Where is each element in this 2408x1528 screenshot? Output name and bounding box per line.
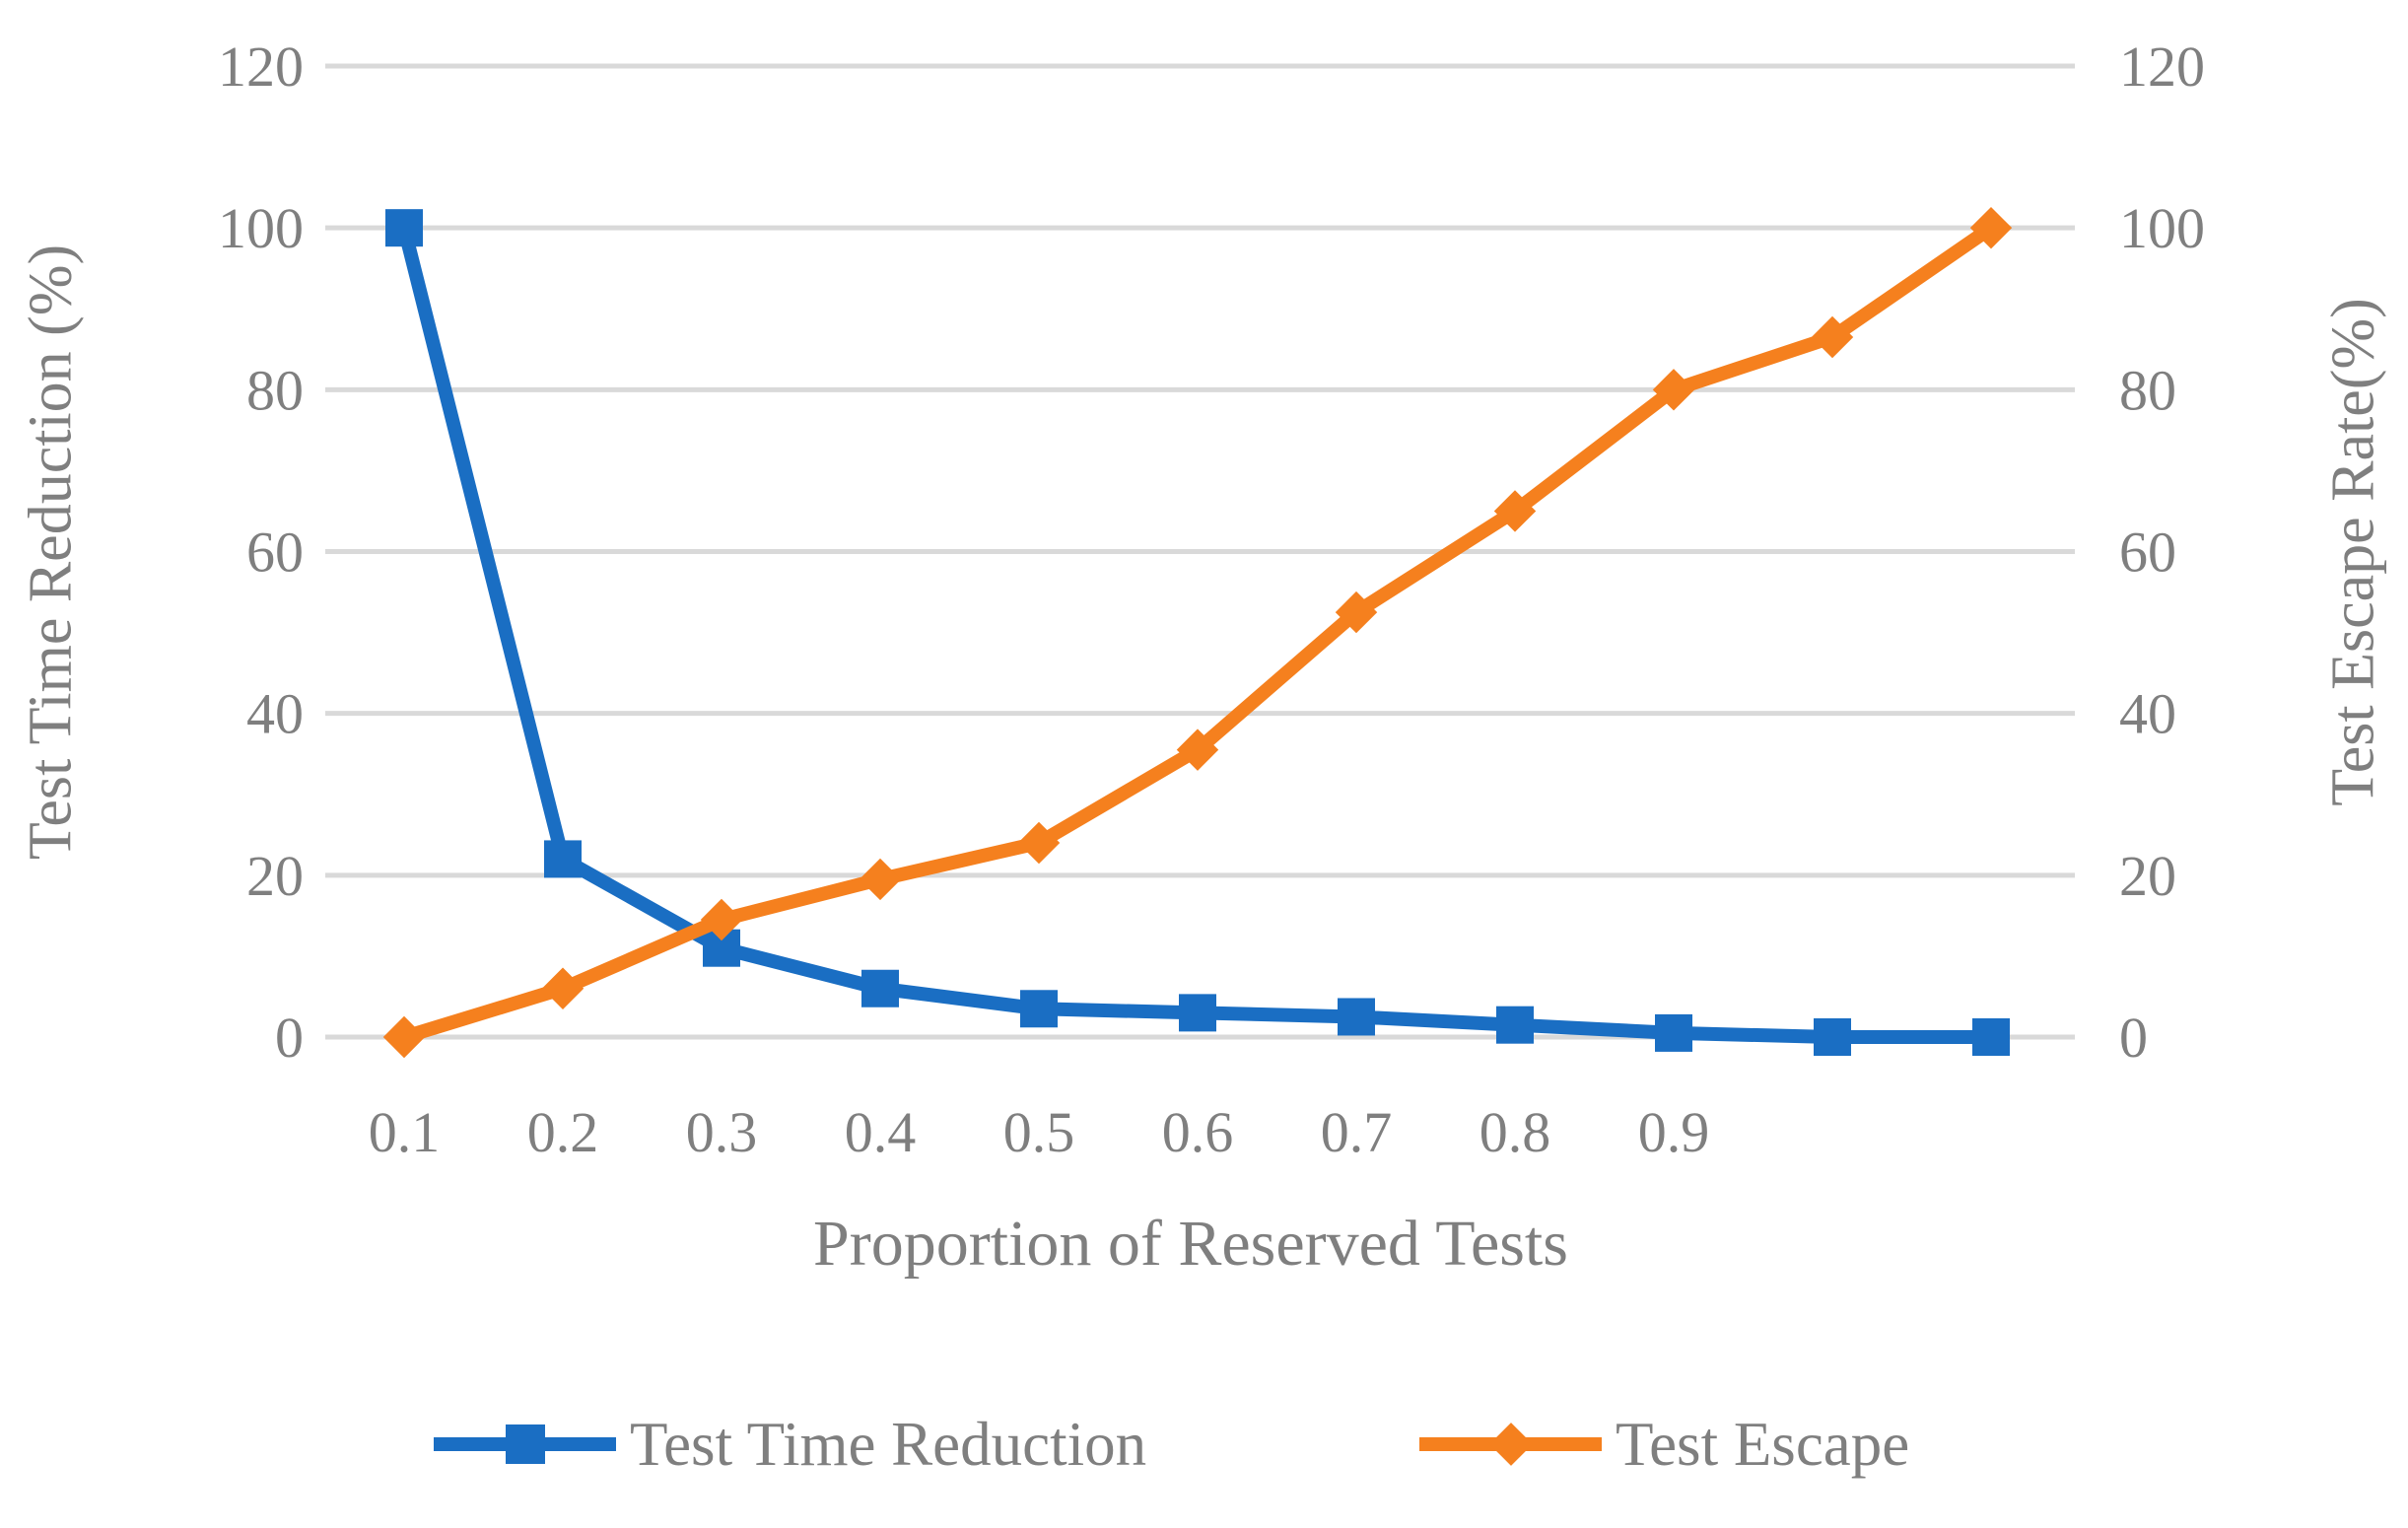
x-tick-label: 0.3	[686, 1100, 758, 1164]
x-tick-label: 0.4	[845, 1100, 917, 1164]
marker-diamond-test-escape	[382, 1015, 426, 1059]
x-tick-label: 0.6	[1162, 1100, 1234, 1164]
legend-item-test-escape: Test Escape	[1419, 1409, 1909, 1480]
legend-label-test-time-reduction: Test Time Reduction	[630, 1409, 1147, 1479]
right-y-tick-label: 0	[2119, 1006, 2148, 1070]
series-line-test-time-reduction	[397, 221, 1998, 1044]
left-y-tick-label: 0	[275, 1006, 304, 1070]
marker-diamond-test-escape	[1493, 490, 1537, 532]
marker-diamond-test-escape	[1969, 206, 2013, 249]
right-y-axis-title: Test Escape Rate(%)	[2319, 298, 2387, 806]
right-y-tick-label: 40	[2119, 682, 2176, 746]
marker-diamond-test-escape	[859, 858, 902, 901]
marker-diamond-test-escape	[541, 967, 585, 1009]
marker-square-test-time-reduction	[1020, 990, 1058, 1028]
right-y-tick-label: 80	[2119, 358, 2176, 422]
right-y-tick-label: 60	[2119, 521, 2176, 585]
left-y-tick-label: 40	[246, 682, 304, 746]
right-y-tick-label: 100	[2119, 196, 2205, 260]
marker-diamond-test-escape	[1652, 369, 1695, 411]
x-tick-label: 0.2	[527, 1100, 599, 1164]
left-y-tick-label: 100	[218, 196, 304, 260]
x-tick-label: 0.9	[1638, 1100, 1710, 1164]
right-y-tick-label: 20	[2119, 844, 2176, 908]
left-y-tick-label: 120	[218, 35, 304, 99]
marker-square-test-time-reduction	[385, 209, 423, 247]
marker-diamond-test-escape	[1335, 590, 1378, 634]
series-line-test-escape	[397, 221, 1998, 1044]
x-tick-label: 0.1	[369, 1100, 441, 1164]
x-tick-label: 0.7	[1321, 1100, 1393, 1164]
marker-square-test-time-reduction	[544, 840, 582, 878]
marker-square-test-time-reduction	[1496, 1006, 1534, 1044]
legend-swatch-blue-square-icon	[434, 1409, 616, 1480]
legend-label-test-escape: Test Escape	[1616, 1409, 1910, 1479]
x-tick-label: 0.8	[1479, 1100, 1551, 1164]
marker-diamond-test-escape	[1176, 729, 1219, 771]
x-axis-title: Proportion of Reserved Tests	[813, 1208, 1568, 1280]
marker-diamond-test-escape	[1811, 315, 1854, 359]
left-y-tick-label: 20	[246, 844, 304, 908]
left-y-tick-label: 80	[246, 358, 304, 422]
marker-square-test-time-reduction	[1338, 998, 1375, 1036]
left-y-axis-title: Test Time Reduction (%)	[17, 243, 85, 861]
marker-square-test-time-reduction	[861, 969, 899, 1007]
left-y-tick-label: 60	[246, 521, 304, 585]
x-tick-label: 0.5	[1003, 1100, 1075, 1164]
marker-diamond-test-escape	[1017, 821, 1061, 865]
legend-item-test-time-reduction: Test Time Reduction	[434, 1409, 1146, 1480]
marker-square-test-time-reduction	[1814, 1018, 1851, 1056]
legend-swatch-orange-diamond-icon	[1419, 1409, 1602, 1480]
marker-square-test-time-reduction	[1179, 994, 1216, 1032]
marker-square-test-time-reduction	[1655, 1013, 1692, 1052]
right-y-tick-label: 120	[2119, 35, 2205, 99]
marker-square-test-time-reduction	[1972, 1018, 2010, 1056]
